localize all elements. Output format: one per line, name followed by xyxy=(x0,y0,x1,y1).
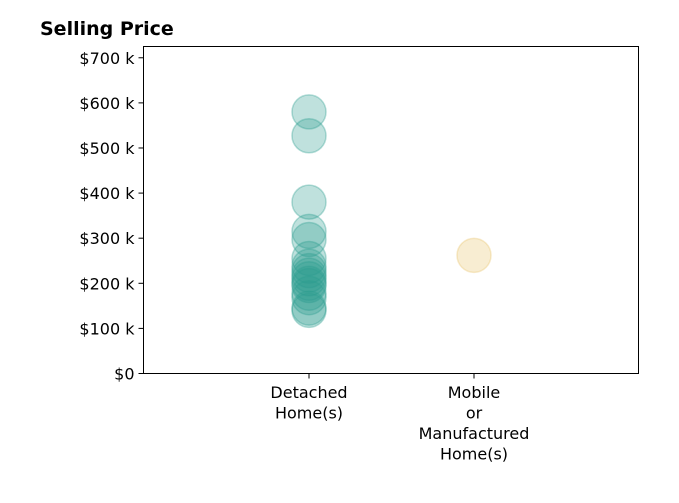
x-tick-label-line: Detached xyxy=(270,383,347,402)
x-tick-label: Mobile or Manufactured Home(s) xyxy=(419,383,530,464)
data-points xyxy=(291,94,492,329)
data-point xyxy=(291,292,327,329)
data-point xyxy=(456,237,492,274)
plot-area xyxy=(143,46,639,374)
data-point xyxy=(291,252,327,289)
x-tick-label-line: or xyxy=(466,404,483,423)
y-tick-label: $400 k xyxy=(79,184,135,203)
y-tick-label: $500 k xyxy=(79,139,135,158)
data-point xyxy=(291,290,327,326)
x-tick-label-line: Mobile xyxy=(448,383,500,402)
data-point xyxy=(291,221,327,258)
data-point xyxy=(291,248,327,284)
data-point xyxy=(291,261,327,297)
x-tick-label-line: Home(s) xyxy=(275,404,343,423)
data-point xyxy=(291,213,327,250)
data-point xyxy=(291,267,327,304)
data-point xyxy=(291,94,327,130)
y-tick-label: $300 k xyxy=(79,229,135,248)
data-point xyxy=(291,279,327,316)
data-point xyxy=(291,257,327,293)
chart-title: Selling Price xyxy=(40,18,174,40)
x-tick-label: Detached Home(s) xyxy=(270,383,347,423)
y-tick-label: $200 k xyxy=(79,274,135,293)
y-tick-label: $600 k xyxy=(79,94,135,113)
x-tick-label-line: Manufactured xyxy=(419,424,530,443)
x-tick-label-line: Home(s) xyxy=(440,445,508,464)
y-tick-label: $100 k xyxy=(79,319,135,338)
data-point xyxy=(291,118,327,154)
x-axis: Detached Home(s) Mobile or Manufactured Home(… xyxy=(270,373,530,464)
data-point xyxy=(291,275,327,311)
data-point xyxy=(291,184,327,220)
y-tick-label: $0 xyxy=(114,365,134,384)
data-point xyxy=(291,265,327,302)
y-axis: $0 $100 k $200 k $300 k $400 k $500 k $600 k $7… xyxy=(79,49,144,384)
y-tick-label: $700 k xyxy=(79,49,135,68)
data-point xyxy=(291,240,327,277)
